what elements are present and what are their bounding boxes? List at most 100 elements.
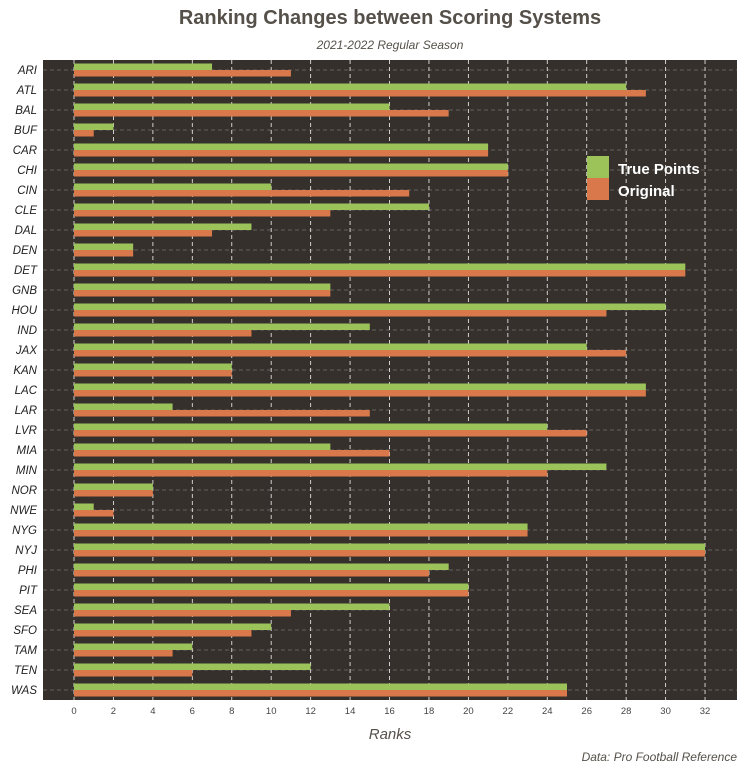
- y-tick-label: ARI: [17, 65, 38, 77]
- bar-true-points-sfo: [74, 623, 272, 630]
- bar-original-gnb: [74, 290, 331, 297]
- bar-true-points-cin: [74, 183, 272, 190]
- legend-swatch-original: [587, 178, 609, 200]
- bar-original-hou: [74, 310, 607, 317]
- bar-original-nyj: [74, 550, 706, 557]
- bar-true-points-buf: [74, 123, 114, 130]
- x-tick-label: 16: [384, 706, 395, 717]
- y-tick-label: WAS: [11, 685, 37, 697]
- bar-true-points-min: [74, 463, 607, 470]
- y-tick-label: NYJ: [15, 545, 37, 557]
- bar-true-points-chi: [74, 163, 508, 170]
- y-tick-label: LAR: [15, 405, 37, 417]
- bar-original-pit: [74, 590, 469, 597]
- y-tick-label: DET: [14, 265, 38, 277]
- y-tick-label: KAN: [13, 365, 37, 377]
- bar-true-points-ten: [74, 663, 311, 670]
- x-tick-label: 30: [660, 706, 671, 717]
- legend-label-original: Original: [618, 183, 675, 200]
- y-tick-label: NWE: [10, 505, 37, 517]
- bar-original-tam: [74, 650, 173, 657]
- y-tick-label: BAL: [15, 105, 37, 117]
- bar-true-points-den: [74, 243, 134, 250]
- bar-original-lac: [74, 390, 646, 397]
- legend: True Points Original: [587, 156, 700, 200]
- x-axis-title: Ranks: [369, 726, 412, 743]
- bar-original-cin: [74, 190, 410, 197]
- y-tick-label: JAX: [15, 345, 38, 357]
- bar-true-points-sea: [74, 603, 390, 610]
- bar-original-lar: [74, 410, 370, 417]
- chart-subtitle: 2021-2022 Regular Season: [316, 38, 464, 52]
- bar-true-points-lvr: [74, 423, 548, 430]
- bar-original-dal: [74, 230, 213, 237]
- bar-true-points-lac: [74, 383, 646, 390]
- x-tick-label: 26: [581, 706, 592, 717]
- y-tick-label: CAR: [13, 145, 37, 157]
- y-tick-label: MIN: [16, 465, 38, 477]
- bar-true-points-was: [74, 683, 567, 690]
- bar-true-points-ari: [74, 63, 213, 70]
- chart-title: Ranking Changes between Scoring Systems: [179, 7, 601, 29]
- bar-original-buf: [74, 130, 94, 137]
- x-tick-label: 2: [111, 706, 116, 717]
- bar-original-ind: [74, 330, 252, 337]
- caption: Data: Pro Football Reference: [582, 750, 738, 764]
- bar-true-points-lar: [74, 403, 173, 410]
- bar-true-points-jax: [74, 343, 587, 350]
- bar-true-points-kan: [74, 363, 232, 370]
- y-tick-label: LAC: [15, 385, 38, 397]
- bar-original-ari: [74, 70, 291, 77]
- x-tick-label: 20: [463, 706, 474, 717]
- bar-original-kan: [74, 370, 232, 377]
- bar-true-points-car: [74, 143, 489, 150]
- bar-original-bal: [74, 110, 449, 117]
- y-axis-labels: ARI ATL BAL BUF CAR CHI CIN CLE DAL DEN DET GNB HOU I…: [10, 65, 38, 697]
- bar-original-ten: [74, 670, 193, 677]
- bar-original-phi: [74, 570, 429, 577]
- y-tick-label: NYG: [12, 525, 37, 537]
- y-tick-label: CIN: [17, 185, 38, 197]
- y-tick-label: NOR: [11, 485, 37, 497]
- bar-true-points-nyg: [74, 523, 528, 530]
- bar-original-min: [74, 470, 548, 477]
- x-tick-label: 4: [150, 706, 155, 717]
- y-tick-label: TAM: [14, 645, 38, 657]
- bar-true-points-mia: [74, 443, 331, 450]
- legend-label-true-points: True Points: [618, 161, 700, 178]
- y-tick-label: BUF: [14, 125, 38, 137]
- bar-original-atl: [74, 90, 646, 97]
- bar-original-det: [74, 270, 686, 277]
- bar-original-mia: [74, 450, 390, 457]
- bar-true-points-pit: [74, 583, 469, 590]
- bar-original-jax: [74, 350, 627, 357]
- bar-original-nwe: [74, 510, 114, 517]
- bar-original-sfo: [74, 630, 252, 637]
- y-tick-label: CLE: [15, 205, 38, 217]
- y-tick-label: CHI: [17, 165, 38, 177]
- x-axis-ticks: 0 2 4 6 8 10 12 14 16 18 20 22 24 26 28 30 32: [71, 706, 710, 717]
- x-tick-label: 14: [345, 706, 356, 717]
- y-tick-label: DEN: [13, 245, 38, 257]
- bar-true-points-cle: [74, 203, 429, 210]
- bar-original-was: [74, 690, 567, 697]
- x-tick-label: 24: [542, 706, 553, 717]
- y-tick-label: PIT: [19, 585, 38, 597]
- x-tick-label: 32: [700, 706, 711, 717]
- bars: [74, 63, 706, 697]
- bar-true-points-phi: [74, 563, 449, 570]
- x-tick-label: 22: [503, 706, 514, 717]
- y-tick-label: HOU: [11, 305, 37, 317]
- bar-true-points-atl: [74, 83, 627, 90]
- y-tick-label: LVR: [15, 425, 37, 437]
- bar-original-sea: [74, 610, 291, 617]
- bar-true-points-hou: [74, 303, 666, 310]
- y-tick-label: SEA: [14, 605, 37, 617]
- y-tick-label: TEN: [14, 665, 38, 677]
- x-tick-label: 28: [621, 706, 632, 717]
- y-tick-label: PHI: [18, 565, 38, 577]
- bar-true-points-nyj: [74, 543, 706, 550]
- y-tick-label: MIA: [17, 445, 38, 457]
- y-tick-label: ATL: [16, 85, 37, 97]
